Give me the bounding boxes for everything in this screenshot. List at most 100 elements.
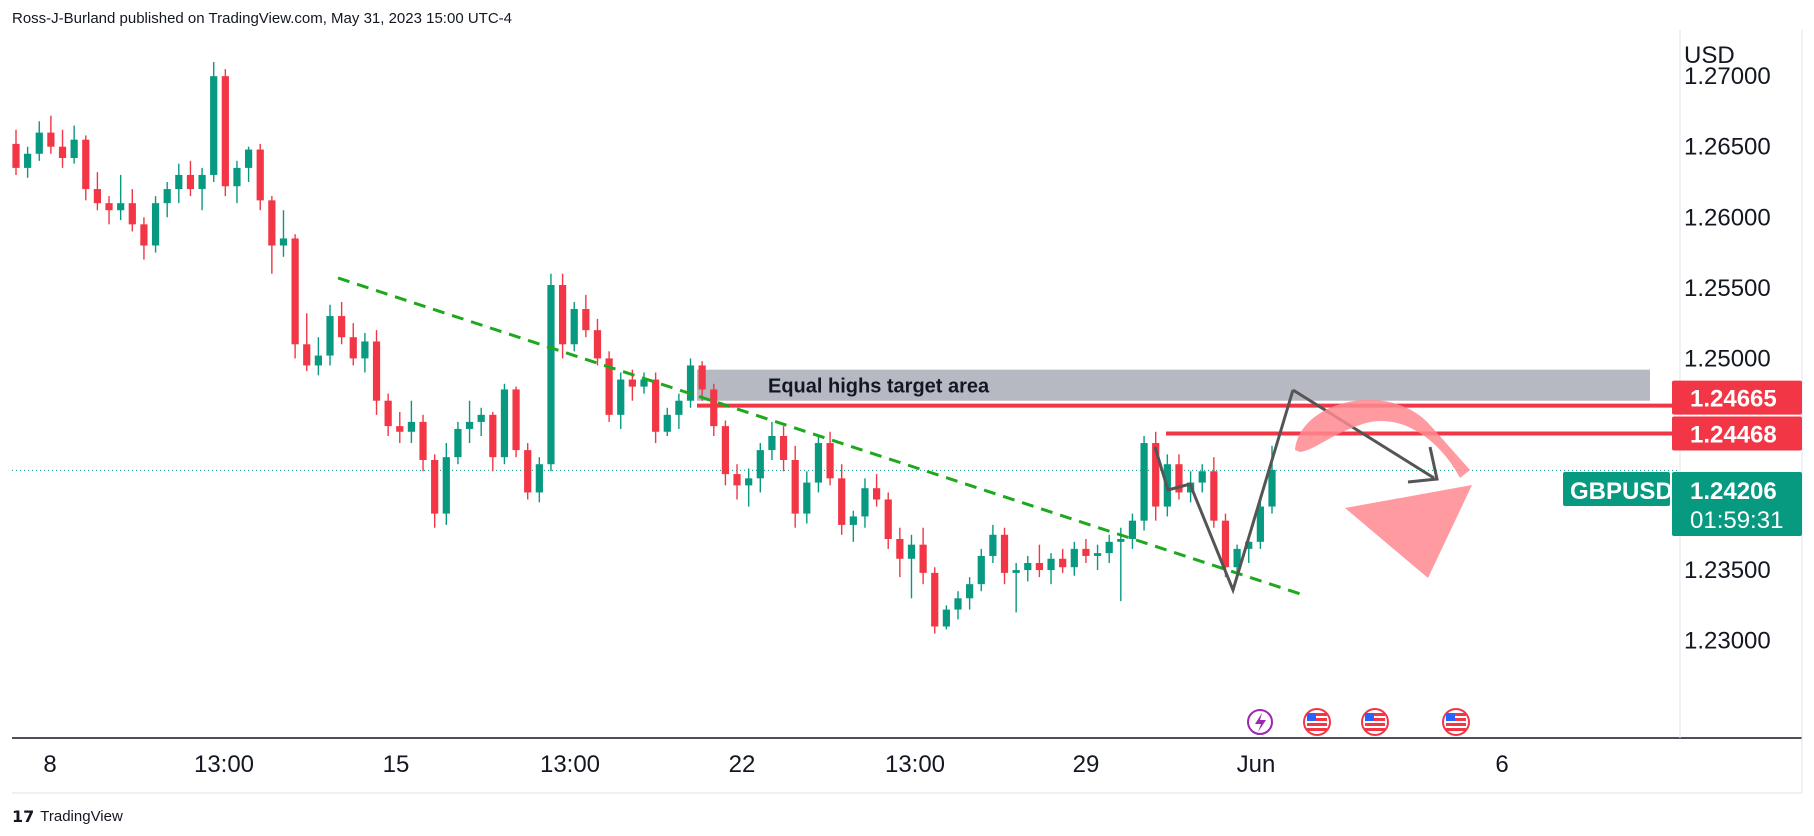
candle-body[interactable] [512,389,520,451]
candle-body[interactable] [989,534,997,556]
candle-body[interactable] [628,379,636,387]
candle-body[interactable] [1059,558,1067,568]
candle-body[interactable] [861,488,869,517]
candle-body[interactable] [151,203,160,246]
candle-body[interactable] [698,365,706,390]
candle-body[interactable] [128,203,136,225]
equal-highs-zone[interactable] [697,369,1650,401]
candle-body[interactable] [1012,570,1020,573]
candle-body[interactable] [1268,469,1276,507]
bearish-curved-arrow[interactable] [1295,399,1470,478]
candle-body[interactable] [140,224,148,246]
candle-body[interactable] [291,238,299,345]
candle-body[interactable] [1082,548,1090,556]
candle-body[interactable] [35,132,43,154]
candle-body[interactable] [1175,464,1183,493]
candle-body[interactable] [93,189,102,204]
candle-body[interactable] [24,153,32,168]
candle-body[interactable] [1117,539,1125,542]
candle-body[interactable] [803,482,811,514]
candle-body[interactable] [1047,558,1055,571]
candle-body[interactable] [826,443,834,479]
candle-body[interactable] [419,421,427,460]
candle-body[interactable] [907,544,916,559]
time-axis[interactable]: 8 13:00 15 13:00 22 13:00 29 Jun 6 [43,751,1508,778]
candle-body[interactable] [105,203,113,211]
tradingview-logo-icon[interactable]: 17 [12,807,35,826]
candle-body[interactable] [884,499,892,540]
candle-body[interactable] [163,189,171,204]
candle-body[interactable] [605,358,613,415]
candle-body[interactable] [1140,443,1148,521]
candle-body[interactable] [547,285,555,465]
us-flag-icon[interactable] [1442,708,1470,736]
candle-body[interactable] [942,609,950,627]
candle-body[interactable] [361,341,369,359]
candle-body[interactable] [500,389,509,458]
candle-body[interactable] [244,149,253,168]
candle-body[interactable] [221,76,229,187]
candle-body[interactable] [326,316,334,356]
descending-trendline[interactable] [337,276,1306,597]
candle-body[interactable] [1152,443,1160,507]
candle-body[interactable] [663,414,671,432]
candle-body[interactable] [931,572,939,627]
candle-body[interactable] [872,488,881,500]
candle-body[interactable] [117,203,125,211]
candle-body[interactable] [12,143,20,168]
us-flag-icon[interactable] [1303,708,1331,736]
candle-body[interactable] [756,450,764,479]
candle-body[interactable] [1070,548,1078,568]
lightning-event-icon[interactable] [1247,709,1273,735]
candle-body[interactable] [710,389,718,427]
projection-down-arrow[interactable] [1292,388,1435,480]
candle-body[interactable] [442,457,450,514]
candle-body[interactable] [407,421,416,432]
candle-body[interactable] [838,478,846,525]
candle-body[interactable] [524,450,532,493]
candle-body[interactable] [1035,563,1044,571]
candle-body[interactable] [47,132,55,147]
candle-body[interactable] [1256,506,1264,542]
candle-body[interactable] [652,379,660,432]
candle-body[interactable] [977,555,985,585]
candle-body[interactable] [489,414,497,458]
projection-path[interactable] [1153,389,1295,595]
candle-body[interactable] [1024,563,1032,571]
footer-brand[interactable]: TradingView [40,808,123,825]
candle-body[interactable] [349,337,357,359]
candle-body[interactable] [1105,541,1113,554]
us-flag-icon[interactable] [1361,708,1389,736]
candle-body[interactable] [1198,471,1206,483]
candle-body[interactable] [779,436,788,460]
candle-body[interactable] [268,200,276,246]
candle-body[interactable] [1093,553,1102,556]
candle-body[interactable] [966,584,974,599]
candle-body[interactable] [1128,520,1137,540]
candle-body[interactable] [186,174,195,190]
candle-body[interactable] [372,341,381,401]
candle-body[interactable] [814,443,823,483]
candle-body[interactable] [198,174,206,190]
candle-body[interactable] [640,379,648,387]
candle-body[interactable] [396,426,404,432]
candle-body[interactable] [256,149,264,201]
candle-body[interactable] [454,428,462,458]
candle-body[interactable] [1000,534,1009,573]
candle-body[interactable] [617,379,625,415]
candle-body[interactable] [768,436,776,451]
candle-body[interactable] [431,459,439,514]
candle-body[interactable] [210,76,218,175]
candle-body[interactable] [477,414,485,422]
candle-body[interactable] [745,478,753,486]
candle-body[interactable] [675,400,683,415]
candle-body[interactable] [721,426,730,475]
candle-body[interactable] [314,355,322,366]
candle-body[interactable] [1221,520,1230,568]
candle-body[interactable] [791,459,799,514]
candle-body[interactable] [384,400,392,427]
candle-body[interactable] [582,309,590,331]
candle-body[interactable] [82,139,90,190]
price-axis[interactable]: 1.27000 1.26500 1.26000 1.25500 1.25000 1.235… [1684,63,1771,654]
